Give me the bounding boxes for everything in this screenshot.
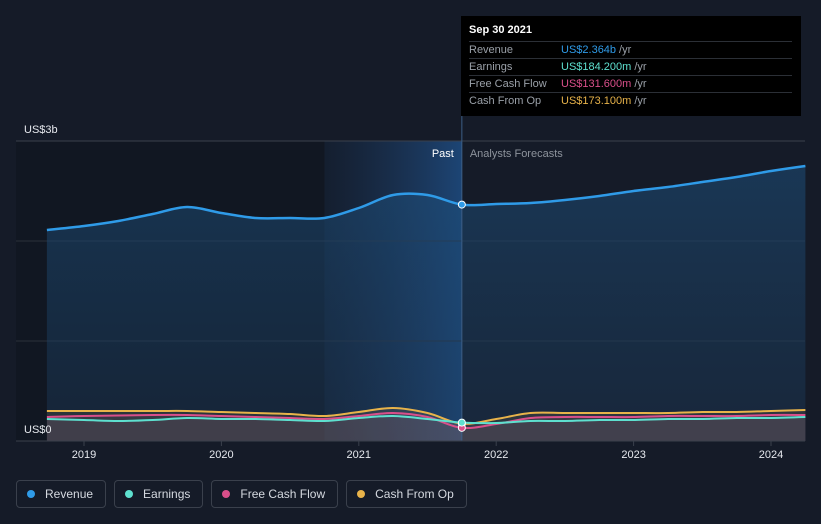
tooltip-row-label: Free Cash Flow [469, 78, 547, 90]
legend-label: Earnings [143, 487, 191, 501]
y-axis-top-label: US$3b [24, 124, 58, 136]
tooltip-row: Earnings US$184.200m/yr [469, 58, 792, 75]
legend-label: Revenue [45, 487, 94, 501]
tooltip-row-value: US$131.600m [561, 78, 632, 90]
x-tick-label: 2022 [484, 449, 508, 461]
legend-item-revenue[interactable]: Revenue [16, 480, 107, 508]
tooltip-panel: Sep 30 2021 Revenue US$2.364b/yr Earnings U… [461, 16, 801, 116]
tooltip-row: Cash From Op US$173.100m/yr [469, 92, 792, 109]
tooltip-row-unit: /yr [634, 61, 647, 73]
legend-item-cash-from-op[interactable]: Cash From Op [346, 480, 467, 508]
x-tick-label: 2020 [209, 449, 233, 461]
earnings-area [46, 415, 806, 441]
tooltip-row-unit: /yr [634, 95, 647, 107]
tooltip-row: Free Cash Flow US$131.600m/yr [469, 75, 792, 92]
tooltip-row-label: Cash From Op [469, 95, 542, 107]
legend-item-earnings[interactable]: Earnings [114, 480, 204, 508]
past-label: Past [432, 148, 454, 160]
tooltip-row-value: US$173.100m [561, 95, 632, 107]
legend-dot-icon [357, 490, 366, 498]
x-tick-label: 2019 [72, 449, 96, 461]
x-tick-label: 2024 [759, 449, 783, 461]
forecast-label: Analysts Forecasts [470, 148, 563, 160]
legend-label: Cash From Op [375, 487, 454, 501]
earnings-line [46, 414, 806, 425]
legend-dot-icon [125, 490, 134, 498]
revenue-marker [457, 200, 466, 209]
revenue-line [46, 164, 806, 232]
legend-item-free-cash-flow[interactable]: Free Cash Flow [211, 480, 339, 508]
x-tick-label: 2021 [347, 449, 371, 461]
tooltip-row: Revenue US$2.364b/yr [469, 41, 792, 58]
tooltip-date: Sep 30 2021 [469, 24, 532, 36]
earnings-marker [457, 418, 466, 427]
tooltip-row-label: Earnings [469, 61, 513, 73]
tooltip-row-label: Revenue [469, 44, 514, 56]
chart-legend: Revenue Earnings Free Cash Flow Cash From O… [16, 480, 467, 508]
tooltip-row-value: US$184.200m [561, 61, 632, 73]
free-cash-flow-line [46, 411, 806, 430]
y-axis-bottom-label: US$0 [24, 424, 52, 436]
tooltip-row-value: US$2.364b [561, 44, 617, 56]
tooltip-row-unit: /yr [619, 44, 632, 56]
legend-label: Free Cash Flow [240, 487, 326, 501]
revenue-area [46, 166, 806, 441]
x-tick-label: 2023 [621, 449, 645, 461]
legend-dot-icon [222, 490, 231, 498]
cash-from-op-line [46, 406, 806, 425]
legend-dot-icon [27, 490, 35, 498]
tooltip-row-unit: /yr [634, 78, 647, 90]
